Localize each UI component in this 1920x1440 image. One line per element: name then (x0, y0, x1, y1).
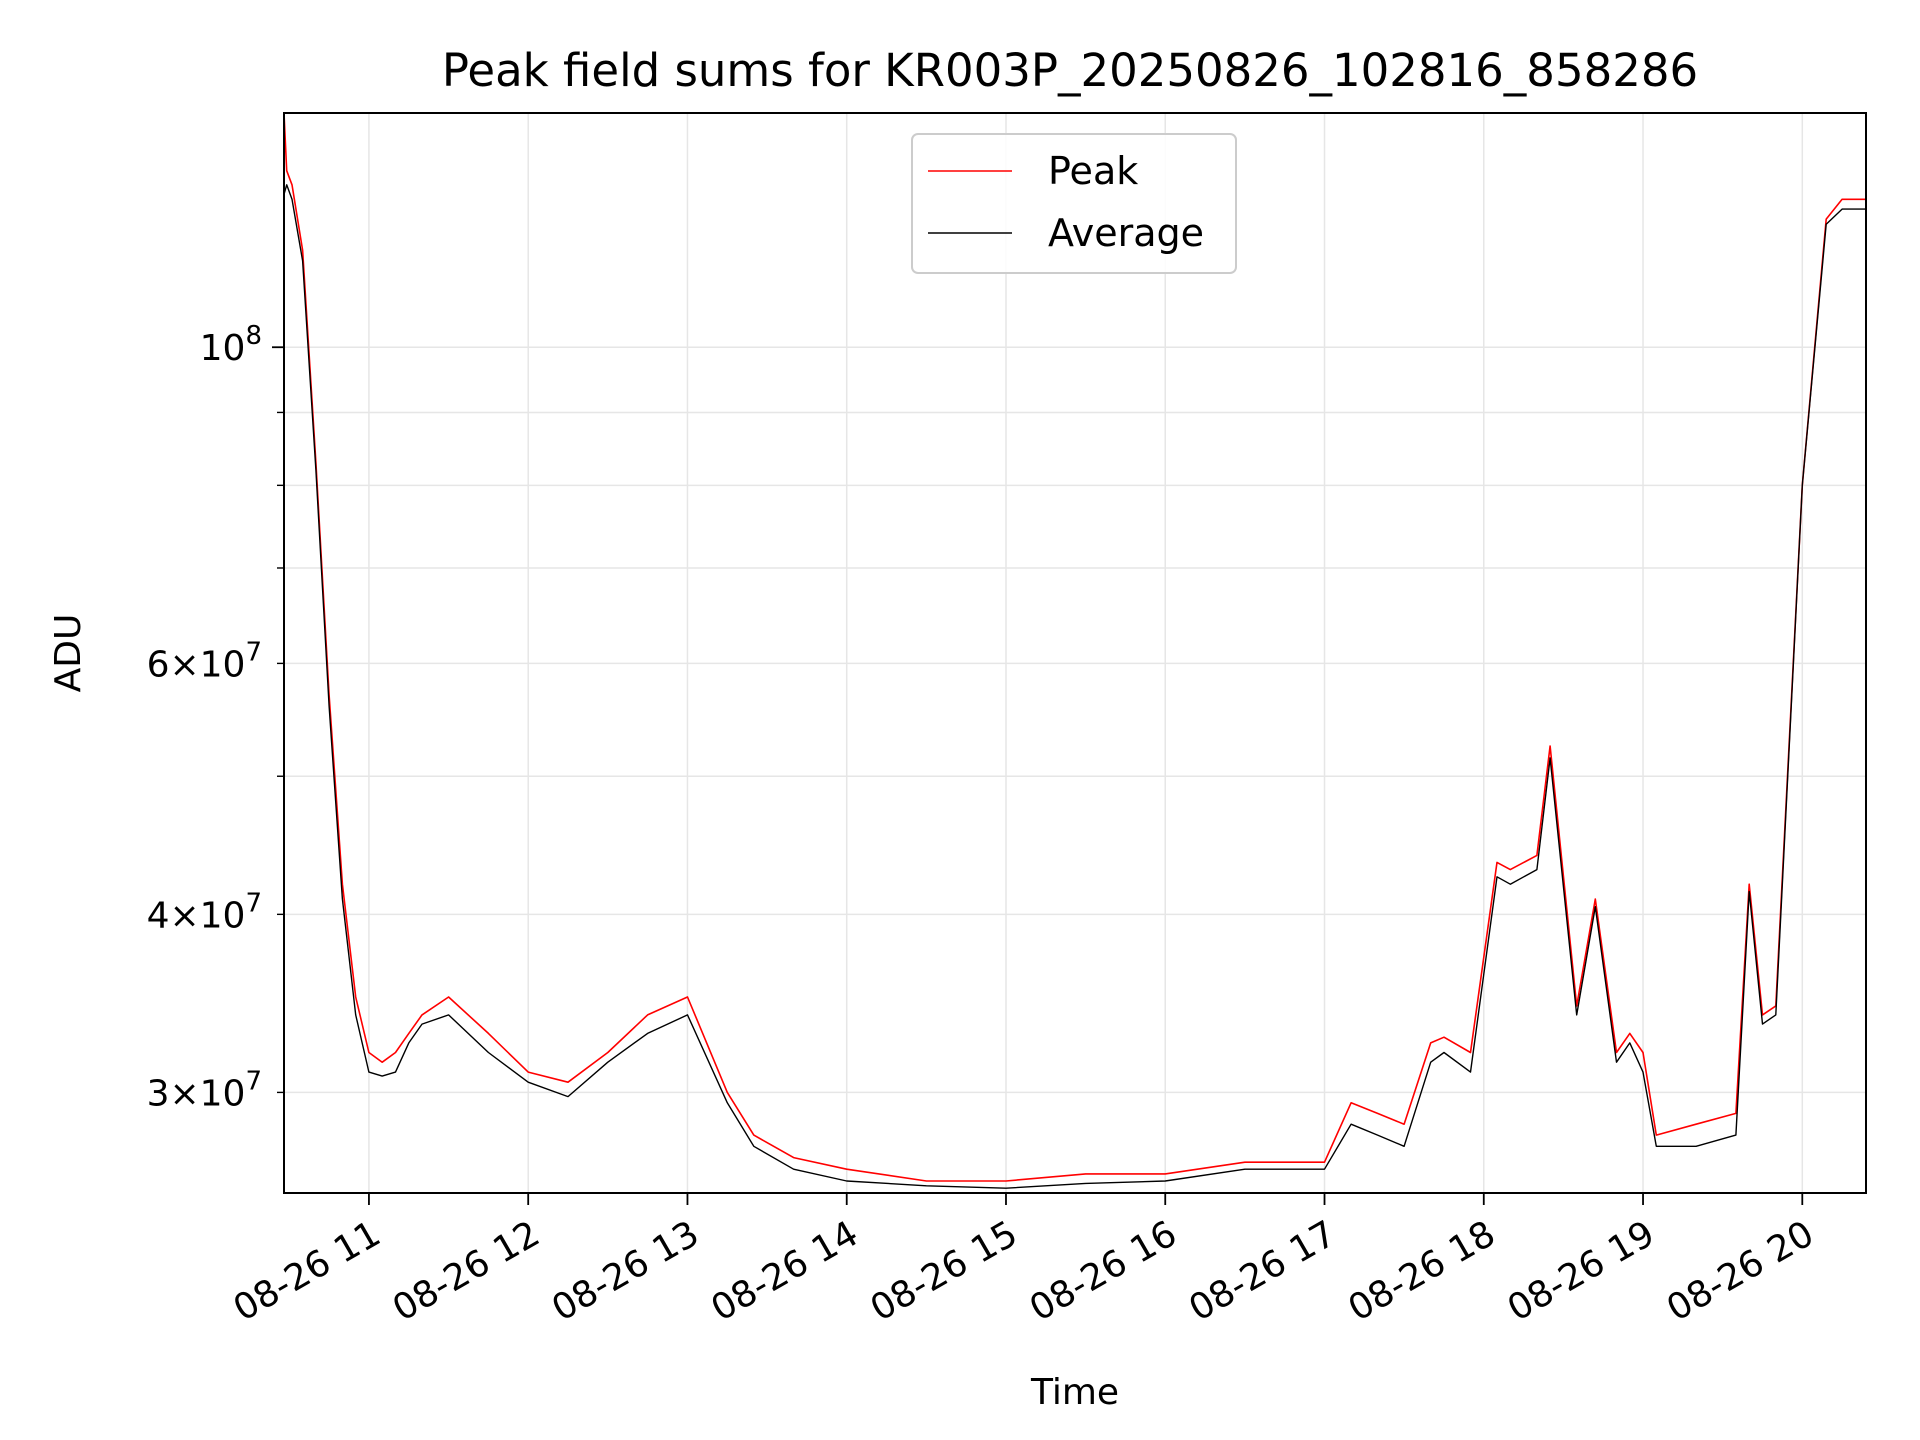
x-tick-label: 08-26 15 (864, 1213, 1025, 1329)
y-axis-label: ADU (48, 614, 89, 693)
legend-box (911, 133, 1237, 274)
y-tick-label: 4×107 (147, 888, 262, 936)
y-tick-label: 108 (200, 321, 262, 369)
x-tick-label: 08-26 13 (545, 1213, 706, 1329)
x-tick-label: 08-26 18 (1342, 1213, 1503, 1329)
x-tick-label: 08-26 14 (705, 1213, 866, 1329)
x-tick-label: 08-26 17 (1182, 1213, 1343, 1329)
legend: Peak Average (911, 133, 1237, 274)
grid (284, 113, 1866, 1193)
y-axis: 3×107 4×107 6×107 108 (147, 321, 284, 1114)
x-tick-label: 08-26 16 (1023, 1213, 1184, 1329)
legend-peak-label: Peak (1048, 149, 1138, 193)
x-tick-label: 08-26 19 (1501, 1213, 1662, 1329)
y-tick-label: 6×107 (147, 637, 262, 685)
x-tick-label: 08-26 12 (386, 1213, 547, 1329)
series-line-peak (283, 112, 1866, 1182)
x-tick-label: 08-26 11 (227, 1213, 388, 1329)
x-tick-label: 08-26 20 (1660, 1213, 1821, 1329)
legend-average-label: Average (1048, 211, 1204, 255)
series-layer (283, 112, 1866, 1189)
y-tick-label: 3×107 (147, 1066, 262, 1114)
plot-frame (283, 112, 1867, 1194)
x-axis-label: Time (1030, 1372, 1119, 1413)
chart-title: Peak field sums for KR003P_20250826_1028… (442, 44, 1698, 97)
series-line-average (283, 184, 1866, 1189)
